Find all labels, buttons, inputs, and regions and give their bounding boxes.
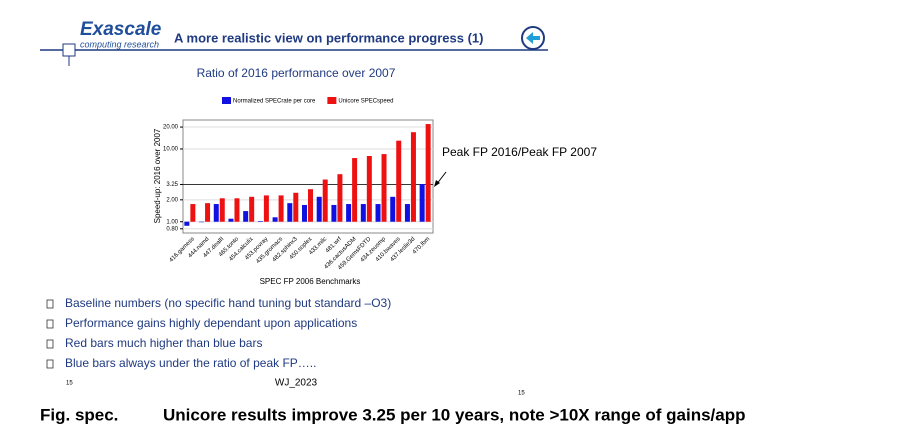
bar xyxy=(228,218,234,222)
bar xyxy=(381,154,387,222)
bullet-marker xyxy=(46,359,54,369)
bar xyxy=(390,196,396,222)
x-axis-label: SPEC FP 2006 Benchmarks xyxy=(260,277,361,286)
bar xyxy=(219,198,225,222)
bar xyxy=(419,183,425,222)
bar xyxy=(360,204,366,222)
bar xyxy=(199,221,205,223)
annotation-arrowhead xyxy=(434,180,440,187)
legend-swatch xyxy=(222,97,231,104)
bar xyxy=(308,189,313,222)
bullet-text: Red bars much higher than blue bars xyxy=(65,336,262,350)
logo-sub: computing research xyxy=(80,39,159,49)
bar xyxy=(249,196,255,222)
caption-label: Fig. spec. xyxy=(40,405,118,424)
bar xyxy=(352,158,358,222)
bar xyxy=(331,204,337,222)
y-tick-label: 20.00 xyxy=(163,125,179,131)
bar xyxy=(425,124,431,222)
legend-label: Unicore SPECspeed xyxy=(338,99,393,105)
bar xyxy=(322,179,328,222)
page-number: 15 xyxy=(518,391,525,397)
bullet-marker xyxy=(46,319,54,329)
footer-author: WJ_2023 xyxy=(275,378,318,389)
bar xyxy=(278,195,284,222)
bullet-text: Performance gains highly dependant upon … xyxy=(65,316,357,330)
logo: Exascale xyxy=(80,19,162,40)
bullet-marker xyxy=(46,299,54,309)
bar xyxy=(396,140,402,222)
bar xyxy=(410,132,416,222)
bullet-marker xyxy=(46,339,54,349)
bar xyxy=(337,174,343,222)
bar xyxy=(213,204,219,222)
legend-swatch xyxy=(327,97,337,104)
bar xyxy=(302,204,307,222)
bar xyxy=(287,203,293,222)
caption-text: Unicore results improve 3.25 per 10 year… xyxy=(163,405,745,424)
page-number: 15 xyxy=(66,381,73,387)
y-tick-label: 10.00 xyxy=(163,147,179,153)
bar xyxy=(404,204,410,222)
y-tick-label: 0.80 xyxy=(166,226,178,232)
back-arrow xyxy=(526,32,540,44)
annotation: Peak FP 2016/Peak FP 2007 xyxy=(442,145,597,159)
chart-title: Ratio of 2016 performance over 2007 xyxy=(197,66,396,80)
bar xyxy=(234,198,240,222)
y-tick-label: 2.00 xyxy=(166,197,178,203)
header-box xyxy=(62,43,76,57)
bullet-text: Blue bars always under the ratio of peak… xyxy=(65,356,316,370)
bullet-text: Baseline numbers (no specific hand tunin… xyxy=(65,296,391,310)
y-tick-label: 1.00 xyxy=(166,219,178,225)
bar xyxy=(184,221,190,226)
slide-title: A more realistic view on performance pro… xyxy=(174,30,483,45)
y-tick-label: 3.25 xyxy=(166,182,178,188)
legend-label: Normalized SPECrate per core xyxy=(233,99,316,105)
bar xyxy=(375,204,381,222)
bar xyxy=(205,203,211,222)
y-axis-label: Speed-up: 2016 over 2007 xyxy=(153,128,162,223)
bar xyxy=(243,211,249,222)
bar xyxy=(316,196,322,222)
bar xyxy=(346,204,352,222)
bar xyxy=(263,195,269,222)
bar xyxy=(190,204,196,222)
bar xyxy=(257,221,263,222)
bar xyxy=(293,192,299,222)
bar xyxy=(272,217,278,222)
bar xyxy=(366,156,372,222)
